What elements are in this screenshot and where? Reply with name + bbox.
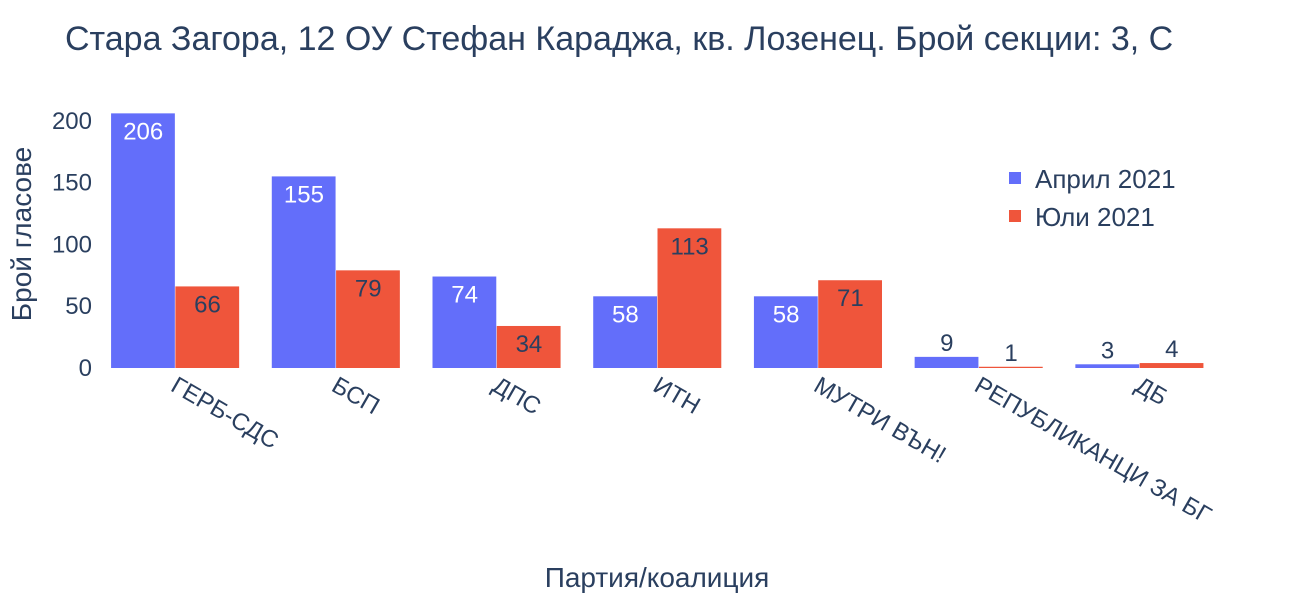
bar (175, 286, 240, 368)
y-axis-title: Брой гласове (6, 147, 37, 321)
x-tick-label: ДБ (1131, 372, 1172, 411)
y-tick-label: 200 (52, 108, 92, 135)
bar (1139, 363, 1204, 368)
legend: Април 2021 Юли 2021 (1009, 164, 1176, 232)
x-tick-label: ИТН (649, 372, 705, 420)
y-tick-label: 0 (79, 355, 92, 382)
bar (336, 270, 400, 368)
bar-value-label: 71 (837, 285, 864, 312)
bar (753, 296, 818, 368)
bar-value-label: 79 (355, 275, 382, 302)
bar (111, 113, 175, 368)
bar-value-label: 66 (194, 291, 221, 318)
bar-value-label: 34 (516, 331, 543, 358)
x-tick-label: БСП (327, 372, 384, 420)
bar-value-label: 113 (671, 233, 709, 260)
bar (593, 296, 657, 368)
bar (914, 356, 979, 368)
bar (1075, 364, 1140, 368)
chart-title: Стара Загора, 12 ОУ Стефан Караджа, кв. … (65, 20, 1173, 58)
legend-label: Юли 2021 (1035, 202, 1155, 232)
x-tick-label: МУТРИ ВЪН! (809, 372, 950, 469)
bar (432, 276, 497, 368)
y-tick-label: 100 (52, 231, 92, 258)
legend-swatch (1009, 172, 1021, 184)
y-tick-label: 150 (52, 170, 92, 197)
x-tick-label: ДПС (488, 372, 546, 421)
bar-value-label: 4 (1165, 336, 1178, 363)
bar-value-label: 1 (1004, 340, 1017, 367)
y-axis-ticks: 0 50 100 150 200 (52, 108, 92, 382)
bar-value-label: 9 (940, 330, 953, 357)
bar-value-label: 3 (1101, 337, 1114, 364)
legend-label: Април 2021 (1035, 164, 1176, 194)
bar-value-label: 206 (123, 118, 163, 145)
x-tick-label: ГЕРБ-СДС (166, 372, 283, 455)
bar-value-label: 58 (773, 301, 800, 328)
legend-swatch (1009, 210, 1021, 222)
bar (496, 325, 561, 368)
bar (271, 176, 336, 368)
bar-value-label: 155 (284, 181, 324, 208)
x-axis-ticks: ГЕРБ-СДС БСП ДПС ИТН МУТРИ ВЪН! РЕПУБЛИКАНЦИ … (166, 372, 1215, 529)
bar-value-label: 74 (451, 282, 478, 309)
x-axis-title: Партия/коалиция (545, 562, 770, 593)
y-tick-label: 50 (65, 293, 92, 320)
bar-labels-group: 206 155 74 58 58 9 3 66 79 34 113 71 1 4 (123, 118, 1178, 366)
x-tick-label: РЕПУБЛИКАНЦИ ЗА БГ (970, 372, 1216, 529)
bar (818, 280, 882, 368)
bar-value-label: 58 (612, 301, 639, 328)
bar (978, 366, 1043, 368)
bars-group (111, 113, 1204, 368)
bar (657, 228, 722, 368)
